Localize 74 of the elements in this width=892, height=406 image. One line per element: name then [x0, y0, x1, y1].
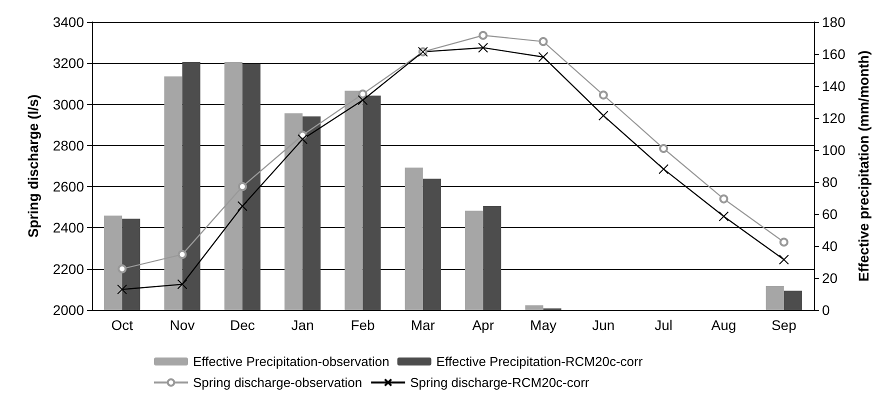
- y-tick-label: 3400: [52, 14, 84, 30]
- point: [538, 52, 548, 62]
- y2-tick-label: 0: [822, 302, 830, 318]
- y-tick-label: 2000: [52, 302, 84, 318]
- legend-label: Effective Precipitation-observation: [193, 354, 390, 369]
- x-tick-label: Dec: [230, 317, 255, 333]
- point: [658, 164, 669, 174]
- point: [238, 182, 247, 192]
- legend-label: Spring discharge-RCM20c-corr: [410, 375, 590, 390]
- point: [538, 37, 548, 46]
- x-tick-label: Oct: [111, 317, 134, 333]
- bar: [224, 62, 242, 310]
- bar: [302, 116, 321, 310]
- y-tick-label: 3000: [52, 96, 84, 112]
- x-tick-label: Jul: [654, 317, 673, 333]
- point: [177, 279, 188, 290]
- point: [237, 201, 248, 212]
- y-tick-label: 2200: [52, 260, 84, 277]
- y2-tick-label: 60: [822, 206, 838, 222]
- y-tick-label: 3200: [52, 55, 84, 72]
- point: [117, 284, 128, 294]
- bar: [525, 305, 544, 310]
- bar: [104, 216, 122, 310]
- y2-tick-label: 80: [822, 174, 838, 190]
- bar: [344, 90, 363, 310]
- bar: [422, 178, 441, 310]
- point: [118, 264, 127, 274]
- point: [298, 134, 308, 144]
- point: [659, 144, 668, 154]
- bar: [164, 76, 182, 310]
- bar: [766, 286, 784, 310]
- bar: [784, 290, 802, 310]
- point: [718, 211, 729, 222]
- x-tick-label: May: [530, 317, 556, 333]
- point: [598, 110, 608, 121]
- x-tick-label: Jun: [592, 317, 615, 333]
- y2-tick-label: 40: [822, 238, 838, 254]
- point: [778, 254, 789, 265]
- y-tick-label: 2400: [52, 220, 84, 236]
- x-tick-label: Apr: [472, 317, 494, 333]
- bar: [242, 64, 260, 310]
- x-tick-label: Aug: [711, 317, 736, 333]
- point: [478, 30, 488, 40]
- y2-tick-label: 160: [822, 46, 846, 62]
- x-tick-label: Jan: [291, 317, 314, 333]
- bar: [404, 168, 423, 310]
- legend-label: Effective Precipitation-RCM20c-corr: [436, 354, 644, 369]
- point: [719, 194, 728, 204]
- y2-tick-label: 140: [822, 78, 846, 94]
- bar: [362, 96, 381, 310]
- point: [779, 238, 788, 247]
- bar: [284, 113, 303, 310]
- y2-tick-label: 120: [822, 110, 846, 126]
- bar: [182, 62, 200, 310]
- y2-tick-label: 180: [822, 14, 846, 30]
- bar: [122, 218, 140, 310]
- x-tick-label: Mar: [410, 317, 436, 333]
- point: [598, 90, 608, 100]
- point: [178, 250, 187, 259]
- x-tick-label: Nov: [170, 317, 195, 333]
- point: [358, 95, 368, 106]
- x-tick-label: Sep: [771, 317, 797, 333]
- y-tick-label: 2800: [52, 137, 84, 154]
- y2-axis-title: Effective precipitation (mm/month): [855, 50, 872, 282]
- y2-tick-label: 20: [822, 270, 838, 286]
- y2-tick-label: 100: [822, 142, 846, 158]
- bar: [465, 210, 484, 310]
- x-tick-label: Feb: [350, 317, 376, 333]
- point: [478, 42, 488, 53]
- bar: [483, 206, 502, 310]
- y-axis-title: Spring discharge (l/s): [25, 94, 41, 238]
- legend-label: Spring discharge-observation: [193, 375, 362, 390]
- y-tick-label: 2600: [52, 178, 84, 195]
- point: [358, 90, 368, 98]
